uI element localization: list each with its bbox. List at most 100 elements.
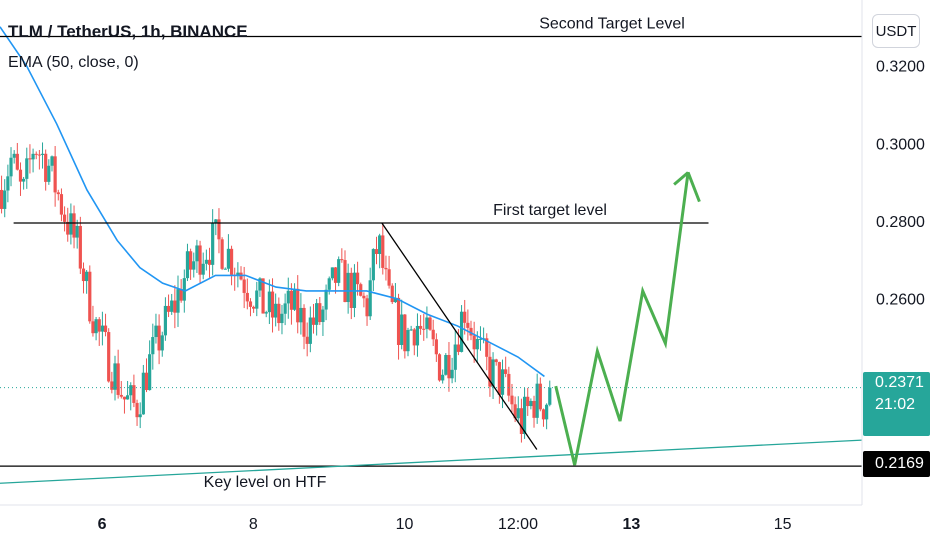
candle-body-down bbox=[374, 249, 379, 254]
candle-body-down bbox=[497, 362, 501, 395]
candle-body-down bbox=[447, 355, 451, 379]
chart-overlays bbox=[0, 26, 863, 484]
candle-body-up bbox=[368, 280, 372, 317]
time-tick-label: 12:00 bbox=[498, 516, 538, 533]
candle-body-down bbox=[116, 363, 120, 395]
candle-body-down bbox=[66, 221, 70, 235]
candle-body-up bbox=[12, 153, 16, 158]
candle-body-down bbox=[412, 329, 416, 346]
candle-body-down bbox=[44, 153, 48, 182]
candle-body-up bbox=[129, 385, 133, 396]
candle-body-down bbox=[252, 306, 256, 309]
candle-body-up bbox=[280, 313, 284, 324]
candle-body-down bbox=[110, 381, 114, 390]
candle-body-up bbox=[85, 271, 89, 282]
candle-body-down bbox=[340, 259, 344, 261]
candle-body-down bbox=[437, 354, 442, 381]
candle-body-down bbox=[103, 325, 108, 333]
candle-body-up bbox=[283, 303, 287, 314]
candle-body-down bbox=[472, 335, 476, 350]
candle-body-down bbox=[261, 278, 265, 314]
time-axis[interactable]: 6 8 10 12:00 13 15 bbox=[0, 504, 862, 533]
time-tick-label: 6 bbox=[98, 516, 107, 533]
candle-body-down bbox=[62, 214, 67, 222]
candle-body-up bbox=[154, 325, 158, 338]
candle-body-down bbox=[538, 383, 542, 410]
candle-body-down bbox=[513, 404, 517, 419]
candle-body-down bbox=[34, 153, 38, 155]
candle-body-down bbox=[0, 189, 4, 209]
candle-body-down bbox=[494, 359, 498, 363]
candle-body-up bbox=[378, 235, 382, 254]
candle-body-up bbox=[185, 251, 190, 279]
candle-body-down bbox=[296, 288, 300, 323]
candle-body-up bbox=[214, 219, 218, 224]
candle-body-up bbox=[274, 303, 278, 318]
candle-body-up bbox=[94, 319, 98, 334]
price-axis[interactable]: 0.3200 0.3000 0.2800 0.2600 bbox=[861, 0, 925, 505]
candle-body-up bbox=[236, 272, 240, 276]
chart-title: TLM / TetherUS, 1h, BINANCE bbox=[8, 22, 248, 41]
candle-body-up bbox=[286, 290, 290, 304]
candle-body-up bbox=[31, 153, 35, 160]
price-tick-label: 0.3000 bbox=[876, 136, 925, 153]
candle-body-down bbox=[78, 225, 82, 269]
price-tick-label: 0.3200 bbox=[876, 59, 925, 76]
candle-body-down bbox=[343, 260, 347, 303]
candle-body-down bbox=[387, 269, 391, 286]
candle-body-up bbox=[324, 289, 328, 310]
candle-body-down bbox=[198, 245, 202, 275]
ascending-trendline bbox=[0, 439, 863, 484]
candle-body-down bbox=[53, 156, 57, 193]
candle-body-up bbox=[141, 372, 145, 415]
candle-body-up bbox=[100, 325, 104, 332]
candle-body-up bbox=[450, 369, 454, 379]
candle-body-up bbox=[299, 307, 303, 323]
candle-body-up bbox=[535, 383, 539, 418]
candle-body-up bbox=[6, 176, 10, 191]
candle-body-up bbox=[138, 414, 142, 418]
candle-body-down bbox=[469, 327, 473, 336]
candle-body-down bbox=[466, 322, 470, 328]
candle-body-up bbox=[346, 272, 350, 303]
time-tick-label: 15 bbox=[774, 516, 792, 533]
candle-body-down bbox=[15, 153, 19, 170]
candle-body-up bbox=[292, 288, 297, 310]
candle-body-down bbox=[359, 284, 363, 296]
projection-arrowhead bbox=[673, 171, 690, 186]
candle-body-down bbox=[107, 332, 111, 382]
candle-body-up bbox=[125, 395, 130, 400]
candle-body-up bbox=[182, 278, 186, 301]
candle-body-up bbox=[337, 259, 341, 283]
candle-body-up bbox=[195, 245, 199, 262]
candle-body-down bbox=[403, 314, 407, 352]
candle-body-up bbox=[315, 303, 319, 325]
candle-body-down bbox=[179, 289, 183, 301]
candle-body-up bbox=[151, 337, 155, 355]
candle-body-up bbox=[264, 312, 268, 314]
ema-indicator-label[interactable]: EMA (50, close, 0) bbox=[8, 54, 139, 71]
candle-body-up bbox=[308, 317, 312, 344]
candle-body-up bbox=[258, 278, 262, 291]
candle-body-up bbox=[409, 329, 413, 331]
candle-body-up bbox=[459, 311, 464, 352]
candle-body-down bbox=[311, 317, 316, 325]
projection-path bbox=[554, 171, 701, 466]
candle-body-up bbox=[500, 369, 505, 395]
candle-body-down bbox=[217, 219, 221, 240]
candle-body-down bbox=[132, 385, 136, 403]
candle-body-up bbox=[192, 261, 196, 270]
candle-body-down bbox=[270, 291, 275, 318]
candlestick-series bbox=[0, 142, 552, 443]
candle-body-up bbox=[267, 291, 271, 313]
candle-body-up bbox=[170, 300, 174, 312]
candle-body-up bbox=[393, 297, 397, 303]
candle-body-down bbox=[396, 297, 401, 345]
candle-body-down bbox=[526, 396, 530, 407]
candle-body-up bbox=[113, 363, 117, 390]
candle-body-down bbox=[507, 373, 511, 396]
candle-body-up bbox=[204, 259, 208, 264]
currency-button[interactable]: USDT bbox=[872, 14, 920, 48]
candle-body-down bbox=[305, 336, 309, 344]
